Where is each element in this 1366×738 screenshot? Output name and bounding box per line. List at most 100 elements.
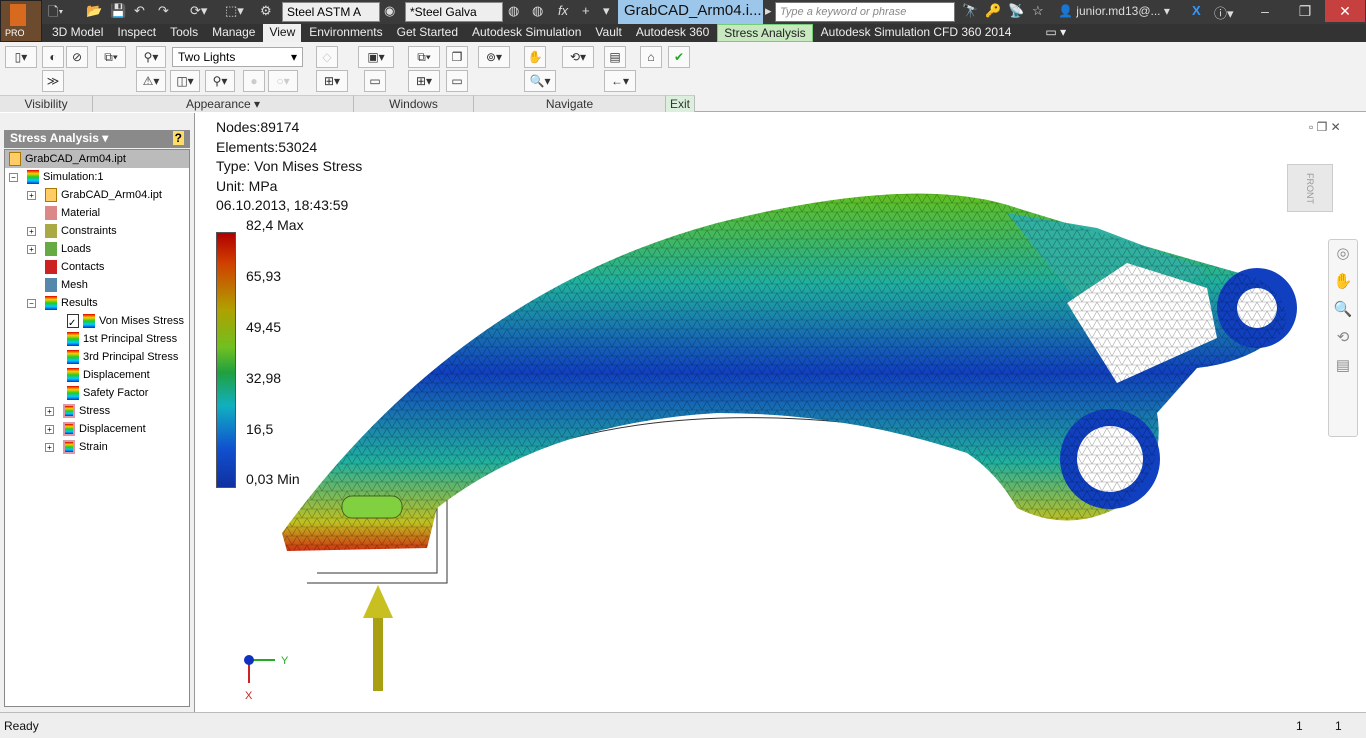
tree-item[interactable]: + Strain xyxy=(45,438,108,456)
tab-view[interactable]: View xyxy=(263,24,302,42)
shadows-button[interactable]: ⚲▾ xyxy=(136,46,166,68)
application-menu-button[interactable]: PRO xyxy=(0,0,42,42)
tree-item[interactable]: + Displacement xyxy=(45,420,146,438)
new-icon[interactable]: 🗋▾ xyxy=(48,4,64,19)
tab-autodesk-simulation[interactable]: Autodesk Simulation xyxy=(472,25,582,39)
full-screen-button[interactable]: ▭ xyxy=(364,70,386,92)
ribbon-display-toggle[interactable]: ▭ ▾ xyxy=(1045,25,1067,39)
plus-icon[interactable]: + xyxy=(582,3,590,18)
zoom-icon[interactable]: 🔍 xyxy=(1333,301,1353,318)
reflections-button[interactable]: ⚠▾ xyxy=(136,70,166,92)
zoom-icon[interactable]: 🔍▾ xyxy=(524,70,556,92)
browser-title[interactable]: Stress Analysis ▾? xyxy=(4,130,190,148)
tree-item[interactable]: Safety Factor xyxy=(67,384,148,402)
material-dropdown[interactable]: Steel ASTM A xyxy=(282,2,380,22)
visual-style-button[interactable]: ⧉▾ xyxy=(96,46,126,68)
tree-item[interactable]: Mesh xyxy=(45,276,88,294)
tree-item[interactable]: Displacement xyxy=(67,366,150,384)
user-interface-button[interactable]: ▣▾ xyxy=(358,46,394,68)
ground-plane-button[interactable]: ◫▾ xyxy=(170,70,200,92)
color-wheel-icon[interactable]: ◉ xyxy=(384,3,396,18)
expand-toggle[interactable]: + xyxy=(45,425,54,434)
redo-icon[interactable]: ↷ xyxy=(158,3,169,18)
undo-icon[interactable]: ↶ xyxy=(134,3,145,18)
function-icon[interactable]: fx xyxy=(558,3,569,18)
ray-tracing-button[interactable]: ⚲▾ xyxy=(205,70,235,92)
update-icon[interactable]: ⟳▾ xyxy=(190,3,208,18)
maximize-button[interactable]: ❐ xyxy=(1298,3,1312,19)
steering-wheel-icon[interactable]: ◎ xyxy=(1336,245,1350,262)
tree-item[interactable]: 1st Principal Stress xyxy=(67,330,177,348)
orbit-icon[interactable]: ⟲▾ xyxy=(562,46,594,68)
tree-item[interactable]: + Constraints xyxy=(27,222,117,240)
home-icon[interactable]: ⌂ xyxy=(640,46,662,68)
expand-toggle[interactable]: + xyxy=(45,407,54,416)
tree-item[interactable]: + Stress xyxy=(45,402,110,420)
switch-window-button[interactable]: ⧉▾ xyxy=(408,46,440,68)
expand-toggle[interactable]: + xyxy=(45,443,54,452)
tab-manage[interactable]: Manage xyxy=(212,25,256,39)
exchange-icon[interactable]: X xyxy=(1192,3,1201,18)
panel-appearance[interactable]: Appearance ▾ xyxy=(93,95,354,112)
look-at-icon[interactable]: ▤ xyxy=(1335,357,1351,374)
look-at-icon[interactable]: ▤ xyxy=(604,46,626,68)
expand-toggle[interactable]: − xyxy=(27,299,36,308)
search-expand-icon[interactable]: ▸ xyxy=(765,3,772,18)
tab-simulation-cfd[interactable]: Autodesk Simulation CFD 360 2014 xyxy=(820,25,1012,39)
tree-root[interactable]: GrabCAD_Arm04.ipt xyxy=(5,150,189,168)
viewport-window-controls[interactable]: ▫ ❐ ✕ xyxy=(1309,120,1341,134)
new-window-button[interactable]: ▭ xyxy=(446,70,468,92)
clear-appearance-icon[interactable]: ◍ xyxy=(532,3,544,18)
select-icon[interactable]: ⬚▾ xyxy=(225,3,244,18)
expand-toggle[interactable]: + xyxy=(27,245,36,254)
lighting-style-dropdown[interactable]: Two Lights ▾ xyxy=(172,47,303,67)
appearance-dropdown[interactable]: *Steel Galva xyxy=(405,2,503,22)
help-icon[interactable]: ? xyxy=(172,131,184,145)
viewcube[interactable]: FRONT xyxy=(1287,164,1333,212)
center-of-gravity-button[interactable]: ◐ xyxy=(42,46,64,68)
minimize-button[interactable]: – xyxy=(1261,3,1269,19)
open-icon[interactable]: 📂 xyxy=(86,3,103,18)
gear-icon[interactable]: ⚙ xyxy=(260,3,272,18)
ambient-button[interactable]: ○▾ xyxy=(268,70,298,92)
tree-item[interactable]: Material xyxy=(45,204,100,222)
arrange-button[interactable]: ⊞▾ xyxy=(408,70,440,92)
search-input[interactable]: Type a keyword or phrase xyxy=(775,2,955,22)
tab-3d-model[interactable]: 3D Model xyxy=(52,25,104,39)
tree-item[interactable]: 3rd Principal Stress xyxy=(67,348,178,366)
checkbox-checked[interactable]: ✓ xyxy=(67,314,79,329)
satellite-icon[interactable]: 📡 xyxy=(1008,3,1025,18)
object-visibility-button[interactable]: ▯▾ xyxy=(5,46,37,68)
orbit-icon[interactable]: ⟲ xyxy=(1336,329,1350,346)
tree-item[interactable]: Contacts xyxy=(45,258,104,276)
tab-get-started[interactable]: Get Started xyxy=(396,25,458,39)
half-section-button[interactable]: ⊘ xyxy=(66,46,88,68)
viewcube-button[interactable]: ⊚▾ xyxy=(478,46,510,68)
previous-view-icon[interactable]: ←▾ xyxy=(604,70,636,92)
tab-stress-analysis[interactable]: Stress Analysis xyxy=(717,24,813,42)
save-icon[interactable]: 💾 xyxy=(110,3,127,18)
pan-icon[interactable]: ✋ xyxy=(1333,273,1353,290)
star-icon[interactable]: ☆ xyxy=(1032,3,1044,18)
degrees-of-freedom-button[interactable]: ≫ xyxy=(42,70,64,92)
tab-autodesk-360[interactable]: Autodesk 360 xyxy=(635,25,710,39)
appearance-adjust-icon[interactable]: ◍ xyxy=(508,3,520,18)
tab-inspect[interactable]: Inspect xyxy=(117,25,157,39)
pan-icon[interactable]: ✋ xyxy=(524,46,546,68)
close-button[interactable]: ✕ xyxy=(1325,0,1365,22)
tree-item[interactable]: + GrabCAD_Arm04.ipt xyxy=(27,186,162,204)
tab-tools[interactable]: Tools xyxy=(170,25,199,39)
expand-toggle[interactable]: + xyxy=(27,191,36,200)
graphics-viewport[interactable]: Nodes:89174 Elements:53024 Type: Von Mis… xyxy=(197,113,1366,712)
expand-toggle[interactable]: + xyxy=(27,227,36,236)
tab-environments[interactable]: Environments xyxy=(309,25,383,39)
binoculars-icon[interactable]: 🔭 xyxy=(962,3,979,18)
expand-toggle[interactable]: − xyxy=(9,173,18,182)
tree-item[interactable]: − Results xyxy=(27,294,98,312)
tree-item[interactable]: − Simulation:1 xyxy=(9,168,104,186)
customize-icon[interactable]: ▾ xyxy=(603,3,610,18)
finish-checkmark-icon[interactable]: ✔ xyxy=(668,46,690,68)
user-account[interactable]: 👤 junior.md13@... ▾ xyxy=(1058,4,1170,18)
key-icon[interactable]: 🔑 xyxy=(985,3,1002,18)
tree-item[interactable]: + Loads xyxy=(27,240,91,258)
